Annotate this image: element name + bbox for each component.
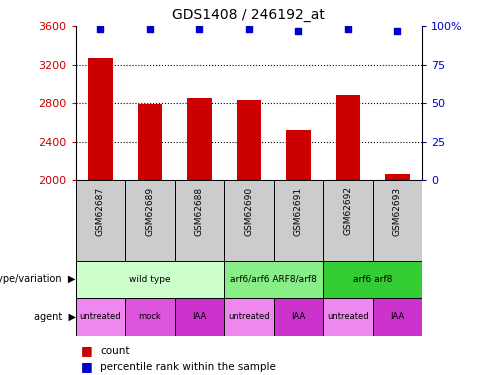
Point (344, 26, 352, 32)
Text: GSM62687: GSM62687 (96, 186, 105, 236)
Text: percentile rank within the sample: percentile rank within the sample (100, 362, 276, 372)
Bar (274, 180, 323, 261)
Bar (125, 298, 175, 336)
Bar (224, 261, 323, 298)
Bar (175, 180, 224, 261)
Bar (274, 298, 323, 336)
Bar (224, 298, 274, 336)
Point (196, 26, 203, 32)
Text: mock: mock (139, 312, 161, 321)
Bar (76, 298, 125, 336)
Point (146, 26, 154, 32)
Text: arf6 arf8: arf6 arf8 (353, 275, 392, 284)
Text: agent  ▶: agent ▶ (34, 312, 76, 322)
Text: ■: ■ (81, 344, 92, 357)
Bar (138, 104, 162, 180)
Bar (237, 100, 261, 180)
Text: GSM62692: GSM62692 (344, 186, 352, 236)
Bar (323, 180, 373, 261)
Text: GSM62688: GSM62688 (195, 186, 204, 236)
Text: IAA: IAA (291, 312, 305, 321)
Text: genotype/variation  ▶: genotype/variation ▶ (0, 274, 76, 284)
Text: wild type: wild type (129, 275, 171, 284)
Bar (373, 298, 422, 336)
Bar (76, 261, 224, 298)
Point (245, 26, 253, 32)
Bar (286, 130, 311, 180)
Bar (88, 58, 113, 180)
Bar (224, 180, 274, 261)
Text: untreated: untreated (228, 312, 270, 321)
Text: IAA: IAA (192, 312, 206, 321)
Text: untreated: untreated (80, 312, 121, 321)
Bar (323, 261, 422, 298)
Title: GDS1408 / 246192_at: GDS1408 / 246192_at (172, 9, 325, 22)
Bar (125, 180, 175, 261)
Bar (323, 298, 373, 336)
Text: arf6/arf6 ARF8/arf8: arf6/arf6 ARF8/arf8 (230, 275, 317, 284)
Point (294, 28, 302, 34)
Text: GSM62689: GSM62689 (145, 186, 154, 236)
Text: GSM62691: GSM62691 (294, 186, 303, 236)
Bar (336, 96, 360, 180)
Text: count: count (100, 346, 129, 355)
Bar (175, 298, 224, 336)
Bar (187, 98, 212, 180)
Bar (373, 180, 422, 261)
Text: IAA: IAA (390, 312, 405, 321)
Bar (385, 174, 410, 180)
Text: GSM62693: GSM62693 (393, 186, 402, 236)
Text: ■: ■ (81, 360, 92, 373)
Text: GSM62690: GSM62690 (244, 186, 253, 236)
Text: untreated: untreated (327, 312, 369, 321)
Point (393, 28, 401, 34)
Point (97, 26, 104, 32)
Bar (76, 180, 125, 261)
